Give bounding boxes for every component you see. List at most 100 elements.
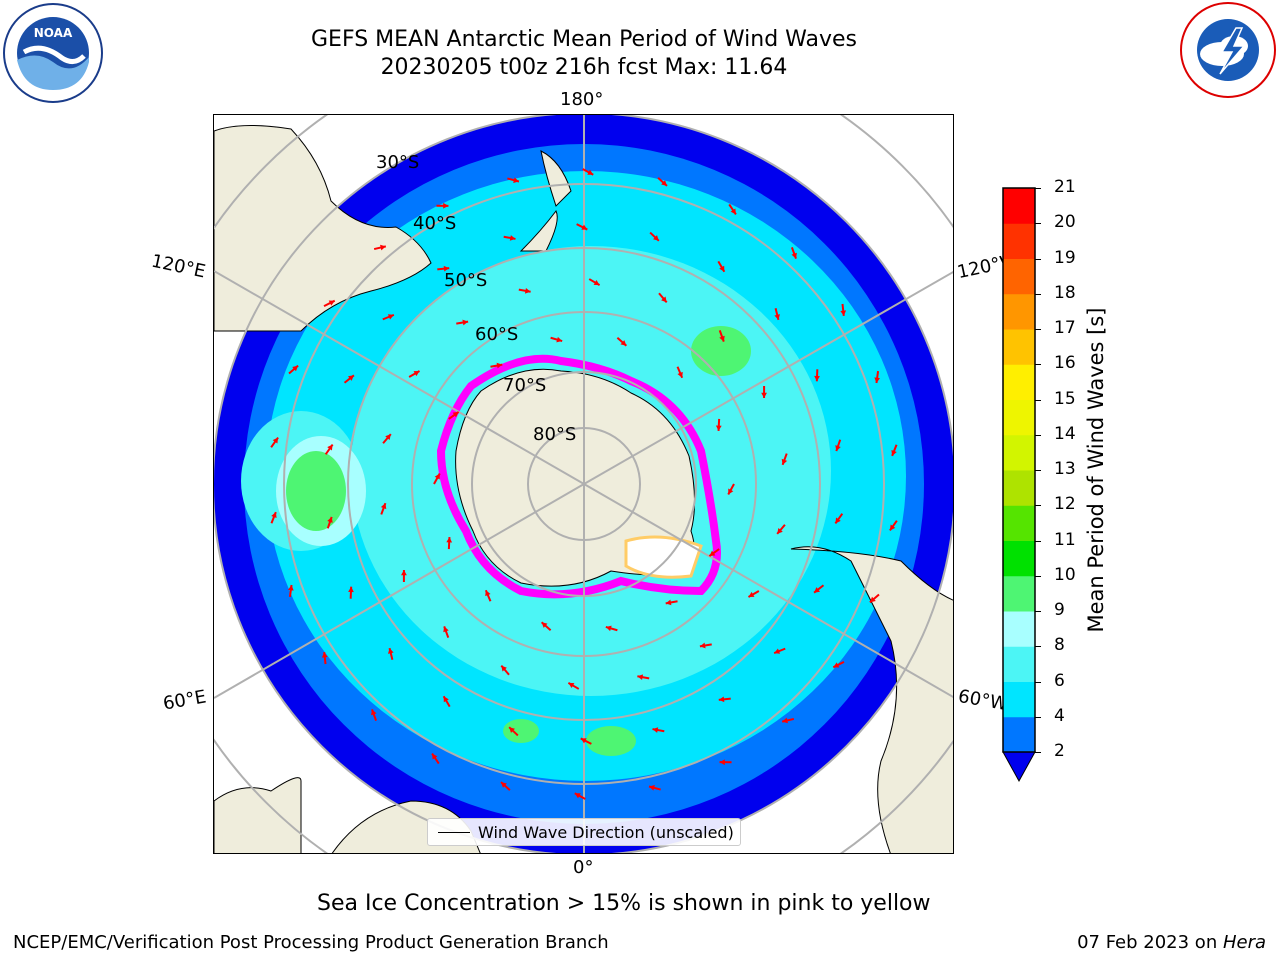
chart-subtitle: 20230205 t00z 216h fcst Max: 11.64 <box>380 55 788 80</box>
legend-line-sample <box>438 831 470 833</box>
colorbar-tick-mark <box>1035 223 1041 225</box>
wind-arrow-head <box>761 392 767 399</box>
wind-arrow-head <box>327 516 333 523</box>
wind-arrows <box>270 168 898 800</box>
wind-arrow-head <box>524 287 531 294</box>
colorbar-label: Mean Period of Wind Waves [s] <box>1084 307 1108 633</box>
lon-label-60e: 60°E <box>161 686 208 715</box>
wind-arrow-head <box>348 586 354 593</box>
graticule <box>214 115 953 853</box>
wind-arrow-head <box>719 265 725 272</box>
colorbar-tick-label: 19 <box>1054 247 1076 268</box>
colorbar-tick-label: 15 <box>1054 388 1076 409</box>
wind-arrow-head <box>541 622 548 628</box>
polar-map <box>213 114 954 854</box>
colorbar-extend-triangle <box>1002 751 1036 783</box>
wind-arrow-head <box>509 727 515 733</box>
colorbar-tick-label: 6 <box>1054 670 1065 691</box>
wind-arrow-head <box>501 665 507 672</box>
colorbar-tick-mark <box>1035 505 1041 507</box>
wind-arrow-head <box>605 625 612 632</box>
wind-arrow-head <box>652 727 659 733</box>
wind-arrow-head <box>348 375 354 381</box>
noaa-logo: NOAA <box>3 3 103 103</box>
wind-arrow-head <box>443 696 449 703</box>
wind-arrow-head <box>719 759 725 766</box>
sea-ice-caption: Sea Ice Concentration > 15% is shown in … <box>317 891 931 916</box>
wind-arrow-head <box>728 488 734 495</box>
wind-arrow-head <box>574 793 581 799</box>
wind-arrow-head <box>580 738 587 744</box>
wind-arrow-head <box>653 235 659 241</box>
wind-arrow-head <box>587 169 594 175</box>
colorbar-tick-mark <box>1035 646 1041 648</box>
colorbar-tick-mark <box>1035 681 1041 683</box>
wind-arrow-head <box>774 314 780 320</box>
colorbar-tick-label: 18 <box>1054 282 1076 303</box>
colorbar-tick-label: 9 <box>1054 600 1065 620</box>
wind-arrow-head <box>730 208 736 215</box>
wind-arrow-head <box>556 336 563 343</box>
lat-label-40s: 40°S <box>413 213 457 234</box>
colorbar-tick-label: 10 <box>1054 564 1076 585</box>
wind-arrow-head <box>661 296 667 303</box>
colorbar-tick-label: 20 <box>1054 212 1076 233</box>
wind-arrow-head <box>781 458 788 465</box>
colorbar-segment <box>1003 681 1035 718</box>
colorbar <box>1002 187 1036 783</box>
colorbar-tick-label: 2 <box>1054 741 1065 761</box>
colorbar-tick-mark <box>1035 752 1041 753</box>
lon-label-0: 0° <box>573 857 594 878</box>
colorbar-segment <box>1003 399 1035 436</box>
colorbar-segment <box>1003 258 1035 295</box>
wind-arrow-head <box>432 753 438 760</box>
wind-arrow-head <box>782 717 788 724</box>
land-africa <box>214 777 302 853</box>
lat-label-70s: 70°S <box>503 375 547 396</box>
wind-arrow-head <box>388 648 394 654</box>
map-legend: Wind Wave Direction (unscaled) <box>427 818 741 846</box>
wind-arrow-head <box>462 319 469 326</box>
colorbar-segment <box>1003 575 1035 612</box>
wind-arrow-head <box>387 314 394 320</box>
colorbar-tick-label: 4 <box>1054 705 1065 726</box>
colorbar-tick-label: 14 <box>1054 423 1076 444</box>
wind-arrow-head <box>446 537 453 543</box>
wind-arrow-head <box>719 335 725 342</box>
wind-arrow-head <box>835 517 841 524</box>
colorbar-tick-mark <box>1035 293 1041 295</box>
colorbar-tick-mark <box>1035 399 1041 401</box>
wind-arrow-head <box>509 235 516 241</box>
wind-arrow-head <box>649 785 655 791</box>
wind-arrow-head <box>665 599 672 606</box>
wind-arrow-head <box>869 596 876 603</box>
wind-arrow-head <box>677 371 683 378</box>
map-canvas <box>214 115 953 853</box>
wind-arrow-head <box>380 244 386 251</box>
colorbar-segment <box>1003 364 1035 400</box>
colorbar-tick-mark <box>1035 611 1041 612</box>
wind-arrow-head <box>661 180 667 186</box>
colorbar-segment <box>1003 434 1035 471</box>
wind-arrow-head <box>715 425 722 431</box>
wind-arrow-head <box>774 648 781 654</box>
wind-arrow-head <box>321 652 328 658</box>
wind-arrow-head <box>718 696 725 703</box>
legend-label: Wind Wave Direction (unscaled) <box>478 822 734 842</box>
lat-label-80s: 80°S <box>533 424 577 445</box>
wind-arrow-head <box>748 591 755 597</box>
wind-arrow-head <box>443 265 450 272</box>
wind-arrow-head <box>443 202 449 209</box>
colorbar-segment <box>1003 540 1035 577</box>
colorbar-tick-label: 11 <box>1054 529 1076 550</box>
colorbar-tick-mark <box>1035 329 1041 330</box>
colorbar-segment <box>1003 293 1035 330</box>
footer-right: 07 Feb 2023 on Hera <box>1077 932 1266 953</box>
wind-arrow-head <box>452 411 459 418</box>
wind-arrow-head <box>791 252 797 259</box>
sea-ice-ring <box>436 354 721 599</box>
wind-arrow-head <box>485 590 491 597</box>
colorbar-segment <box>1003 505 1035 541</box>
wind-arrow-head <box>581 224 588 230</box>
colorbar-segment <box>1003 646 1035 682</box>
